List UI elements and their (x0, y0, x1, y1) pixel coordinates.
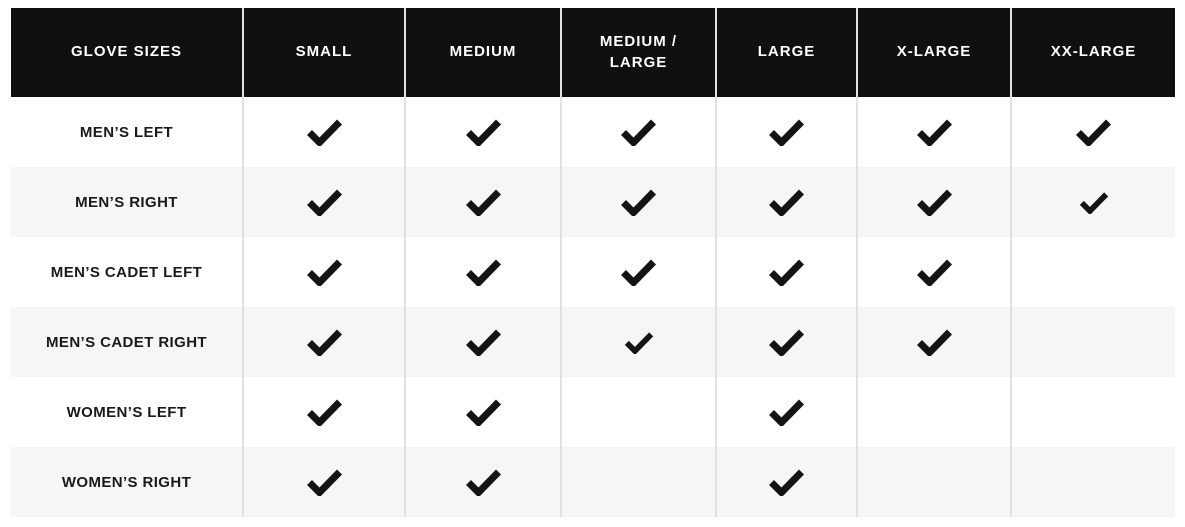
availability-cell (717, 377, 858, 447)
availability-cell (244, 167, 406, 237)
column-header-cell: SMALL (244, 8, 406, 97)
empty-availability-cell (562, 447, 717, 517)
check-icon (769, 469, 805, 496)
table-title: GLOVE SIZES (70, 43, 183, 61)
column-header-cell: MEDIUM / LARGE (562, 8, 717, 97)
row-label: WOMEN’S LEFT (66, 403, 187, 421)
row-label-cell: MEN’S CADET RIGHT (11, 307, 244, 377)
check-icon (769, 259, 805, 286)
check-icon (1079, 191, 1108, 214)
empty-availability-cell (1012, 237, 1175, 307)
empty-availability-cell (858, 447, 1012, 517)
column-header-cell: MEDIUM (406, 8, 562, 97)
check-icon (306, 119, 342, 146)
row-label-cell: WOMEN’S LEFT (11, 377, 244, 447)
table-title-header-cell: GLOVE SIZES (11, 8, 244, 97)
empty-availability-cell (1012, 307, 1175, 377)
availability-cell (1012, 97, 1175, 167)
availability-cell (858, 97, 1012, 167)
column-header-label: MEDIUM / LARGE (599, 33, 678, 71)
availability-cell (244, 447, 406, 517)
availability-cell (406, 97, 562, 167)
check-icon (621, 189, 657, 216)
check-icon (306, 399, 342, 426)
check-icon (769, 189, 805, 216)
check-icon (621, 259, 657, 286)
row-label: MEN’S LEFT (79, 123, 174, 141)
availability-cell (406, 447, 562, 517)
check-icon (465, 329, 501, 356)
check-icon (306, 329, 342, 356)
empty-availability-cell (562, 377, 717, 447)
check-icon (465, 119, 501, 146)
availability-cell (562, 97, 717, 167)
row-label-cell: MEN’S LEFT (11, 97, 244, 167)
availability-cell (1012, 167, 1175, 237)
availability-cell (406, 307, 562, 377)
column-header-cell: X-LARGE (858, 8, 1012, 97)
column-header-label: LARGE (757, 43, 816, 61)
availability-cell (562, 167, 717, 237)
availability-cell (406, 237, 562, 307)
check-icon (916, 329, 952, 356)
availability-cell (562, 307, 717, 377)
column-header-label: XX-LARGE (1050, 43, 1137, 61)
availability-cell (562, 237, 717, 307)
size-table-grid: GLOVE SIZES SMALL MEDIUM MEDIUM / LARGE LARG… (11, 8, 1175, 517)
check-icon (306, 259, 342, 286)
availability-cell (244, 237, 406, 307)
check-icon (916, 259, 952, 286)
row-label-cell: WOMEN’S RIGHT (11, 447, 244, 517)
availability-cell (858, 307, 1012, 377)
column-header-label: SMALL (295, 43, 353, 61)
column-header-label: MEDIUM (449, 43, 517, 61)
check-icon (916, 119, 952, 146)
availability-cell (858, 167, 1012, 237)
check-icon (465, 399, 501, 426)
check-icon (465, 259, 501, 286)
column-header-label: X-LARGE (896, 43, 972, 61)
row-label: WOMEN’S RIGHT (61, 473, 192, 491)
column-header-cell: XX-LARGE (1012, 8, 1175, 97)
availability-cell (406, 377, 562, 447)
check-icon (769, 119, 805, 146)
row-label: MEN’S RIGHT (75, 193, 178, 211)
check-icon (621, 119, 657, 146)
availability-cell (858, 237, 1012, 307)
check-icon (1076, 119, 1112, 146)
row-label: MEN’S CADET RIGHT (46, 333, 207, 351)
availability-cell (717, 447, 858, 517)
availability-cell (717, 237, 858, 307)
glove-size-availability-table: GLOVE SIZES SMALL MEDIUM MEDIUM / LARGE LARG… (11, 8, 1175, 517)
availability-cell (406, 167, 562, 237)
check-icon (769, 329, 805, 356)
column-header-cell: LARGE (717, 8, 858, 97)
availability-cell (717, 97, 858, 167)
availability-cell (717, 167, 858, 237)
check-icon (769, 399, 805, 426)
check-icon (306, 469, 342, 496)
empty-availability-cell (1012, 447, 1175, 517)
check-icon (916, 189, 952, 216)
check-icon (306, 189, 342, 216)
empty-availability-cell (1012, 377, 1175, 447)
row-label-cell: MEN’S RIGHT (11, 167, 244, 237)
row-label-cell: MEN’S CADET LEFT (11, 237, 244, 307)
check-icon (624, 331, 653, 354)
check-icon (465, 189, 501, 216)
availability-cell (244, 377, 406, 447)
availability-cell (244, 97, 406, 167)
availability-cell (717, 307, 858, 377)
empty-availability-cell (858, 377, 1012, 447)
row-label: MEN’S CADET LEFT (50, 263, 203, 281)
availability-cell (244, 307, 406, 377)
check-icon (465, 469, 501, 496)
